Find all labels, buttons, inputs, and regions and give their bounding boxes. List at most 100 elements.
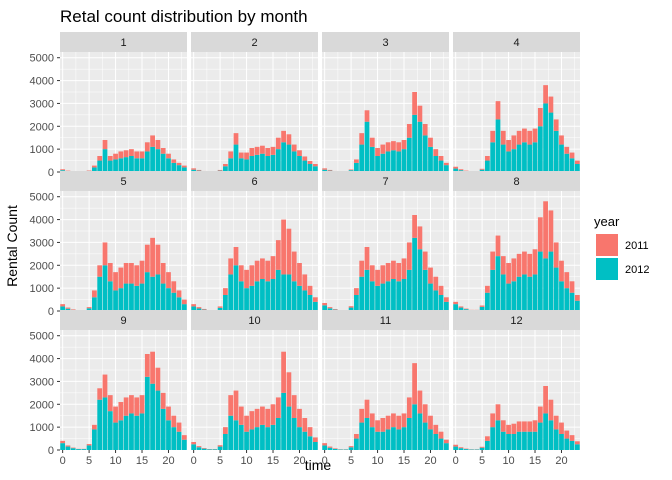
bar-2011 — [60, 304, 66, 307]
bar-2012 — [166, 158, 171, 172]
bar-2011 — [564, 146, 570, 154]
bar-2011 — [139, 260, 145, 284]
facet-strip — [453, 310, 580, 330]
bar-2012 — [307, 436, 313, 450]
bar-2011 — [160, 392, 166, 409]
bar-2012 — [385, 429, 391, 450]
bar-2011 — [569, 281, 575, 293]
facet-strip — [322, 310, 449, 330]
bar-2012 — [134, 415, 140, 450]
bar-2012 — [322, 305, 328, 311]
bar-2011 — [166, 406, 171, 421]
bar-2011 — [291, 395, 297, 418]
legend-swatch-2012 — [596, 258, 618, 280]
bar-2011 — [217, 169, 223, 171]
bar-2012 — [354, 162, 359, 172]
bar-2012 — [297, 427, 302, 450]
bar-2011 — [286, 134, 292, 145]
bar-2012 — [113, 290, 118, 311]
bar-2012 — [548, 420, 554, 450]
bar-2012 — [553, 267, 559, 311]
bar-2012 — [155, 149, 161, 172]
bar-2011 — [176, 290, 182, 298]
bar-2012 — [511, 434, 517, 450]
y-tick-label: 1000 — [30, 422, 54, 434]
bar-2011 — [385, 263, 391, 282]
bar-2012 — [113, 159, 118, 172]
bar-2012 — [176, 297, 182, 311]
bar-2012 — [129, 283, 134, 311]
facet-strip-label: 12 — [510, 315, 522, 327]
bar-2012 — [327, 447, 333, 450]
bar-2012 — [196, 308, 202, 311]
bar-2012 — [428, 146, 433, 172]
bar-2012 — [569, 158, 575, 172]
bar-2011 — [443, 439, 449, 444]
bar-2011 — [422, 404, 428, 423]
bar-2012 — [102, 265, 108, 311]
bar-2012 — [548, 112, 554, 172]
bar-2011 — [223, 164, 228, 167]
bar-2011 — [422, 124, 428, 136]
bar-2012 — [458, 448, 464, 450]
bar-2011 — [139, 151, 145, 159]
bar-2011 — [559, 135, 564, 145]
panel-background — [60, 52, 187, 172]
bar-2011 — [532, 420, 538, 432]
bar-2012 — [144, 376, 150, 450]
bar-2012 — [286, 144, 292, 172]
bar-2011 — [281, 351, 286, 393]
bar-2011 — [433, 424, 439, 434]
bar-2011 — [102, 242, 108, 266]
bar-2012 — [270, 279, 276, 311]
bar-2011 — [171, 415, 177, 428]
bar-2012 — [479, 447, 485, 450]
bar-2011 — [191, 442, 197, 445]
bar-2011 — [548, 96, 554, 113]
bar-2012 — [123, 283, 129, 311]
bar-2011 — [417, 226, 423, 250]
bar-2012 — [369, 146, 375, 172]
bar-2012 — [495, 119, 501, 172]
bar-2012 — [401, 149, 407, 172]
facet-strip-label: 1 — [120, 37, 126, 49]
bar-2012 — [65, 308, 71, 311]
bar-2011 — [223, 427, 228, 434]
y-tick-label: 4000 — [30, 76, 54, 88]
bar-2012 — [412, 114, 417, 172]
bar-2012 — [191, 444, 197, 450]
bar-2012 — [479, 169, 485, 172]
bar-2011 — [144, 244, 150, 273]
bar-2012 — [265, 427, 271, 450]
bar-2011 — [574, 160, 580, 164]
bar-2012 — [244, 288, 249, 311]
bar-2011 — [380, 265, 386, 284]
bar-2011 — [297, 150, 302, 156]
bar-2012 — [453, 168, 459, 172]
bar-2012 — [506, 283, 511, 311]
bar-2012 — [97, 399, 103, 450]
bar-2011 — [369, 137, 375, 147]
bar-2011 — [291, 144, 297, 152]
bar-2012 — [171, 427, 177, 450]
bar-2012 — [265, 156, 271, 172]
bar-2012 — [144, 272, 150, 311]
bar-2012 — [249, 285, 255, 311]
bar-2012 — [155, 274, 161, 311]
bar-2012 — [160, 153, 166, 172]
legend-label-2011: 2011 — [625, 240, 649, 252]
bar-2011 — [123, 150, 129, 158]
bar-2011 — [113, 153, 118, 160]
bar-2012 — [249, 429, 255, 450]
bar-2012 — [327, 308, 333, 311]
y-tick-label: 3000 — [30, 98, 54, 110]
facet-panel-month-10: 10 0 5 10 15 20 — [191, 310, 318, 467]
bar-2011 — [312, 437, 318, 442]
x-tick-label: 5 — [86, 455, 92, 467]
bar-2011 — [155, 244, 161, 275]
bar-2011 — [332, 309, 338, 310]
bar-2012 — [302, 160, 308, 172]
bar-2012 — [70, 448, 76, 450]
bar-2011 — [244, 269, 249, 289]
